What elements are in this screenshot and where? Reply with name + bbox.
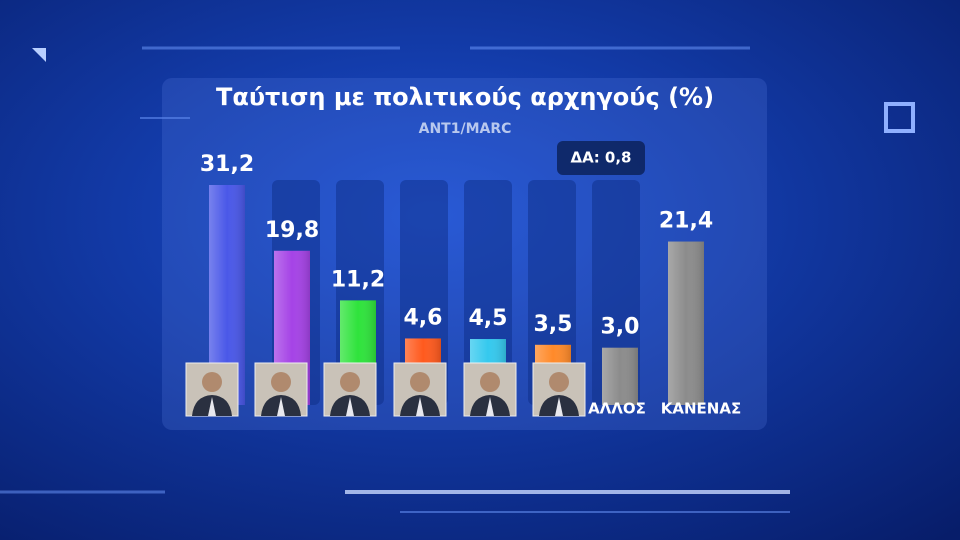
photo-head (549, 372, 569, 392)
chart-subtitle: ANT1/MARC (419, 121, 512, 137)
photo-head (202, 372, 222, 392)
value-label: 3,5 (534, 312, 573, 337)
bar-shine (602, 347, 638, 405)
annotation-box (557, 141, 645, 175)
photo (323, 362, 377, 417)
value-label: 3,0 (601, 315, 640, 340)
chart-title: Ταύτιση με πολιτικούς αρχηγούς (%) (216, 83, 714, 111)
photo (463, 362, 517, 417)
photo (532, 362, 586, 417)
photo (185, 362, 239, 417)
bar-shine (668, 241, 704, 405)
photo-shirt (277, 397, 285, 416)
decor (0, 46, 790, 513)
photo-head (340, 372, 360, 392)
photo (393, 362, 447, 417)
photo-shirt (346, 397, 354, 416)
photo-shirt (208, 397, 216, 416)
x-tick-label: ΚΑΝΕΝΑΣ (661, 400, 741, 418)
value-label: 19,8 (265, 218, 319, 243)
corner-mark (32, 48, 46, 62)
value-label: 21,4 (659, 209, 713, 234)
value-label: 4,6 (404, 305, 443, 330)
photo-shirt (416, 397, 424, 416)
value-label: 4,5 (469, 306, 508, 331)
value-label: 31,2 (200, 152, 254, 177)
photo (254, 362, 308, 417)
photo-head (271, 372, 291, 392)
value-label: 11,2 (331, 267, 385, 292)
square-mark (884, 102, 915, 133)
x-tick-label: ΑΛΛΟΣ (588, 400, 646, 418)
photo-shirt (486, 397, 494, 416)
photo-head (480, 372, 500, 392)
photo-shirt (555, 397, 563, 416)
photo-head (410, 372, 430, 392)
annotation: ΔΑ: 0,8 (570, 149, 631, 167)
